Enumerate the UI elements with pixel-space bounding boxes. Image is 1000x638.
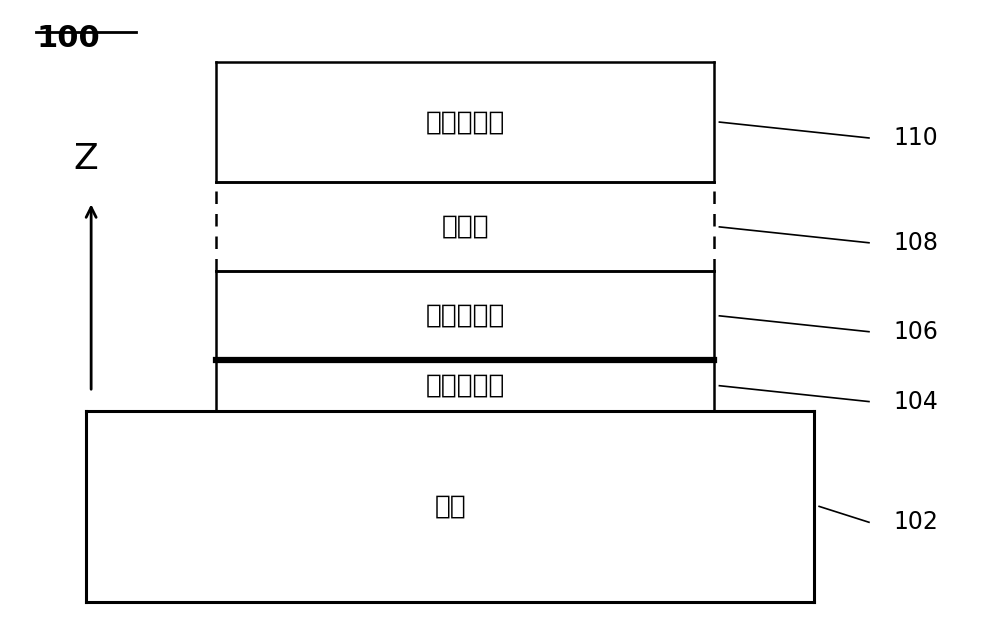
Bar — [216, 182, 714, 271]
Text: 缓冲层: 缓冲层 — [441, 214, 489, 240]
Bar — [216, 271, 714, 360]
Text: Z: Z — [74, 142, 99, 176]
Text: 变质缓冲层: 变质缓冲层 — [425, 303, 505, 329]
Bar — [86, 411, 814, 602]
Text: 110: 110 — [894, 126, 939, 150]
Text: 102: 102 — [894, 510, 939, 534]
Text: 第一吸收层: 第一吸收层 — [425, 373, 505, 399]
Text: 第二吸收层: 第二吸收层 — [425, 109, 505, 135]
Text: 104: 104 — [894, 390, 939, 413]
Text: 108: 108 — [894, 231, 939, 255]
Text: 基材: 基材 — [434, 493, 466, 519]
Text: 100: 100 — [36, 24, 100, 52]
Text: 106: 106 — [894, 320, 939, 344]
Bar — [216, 62, 714, 182]
Bar — [216, 360, 714, 411]
